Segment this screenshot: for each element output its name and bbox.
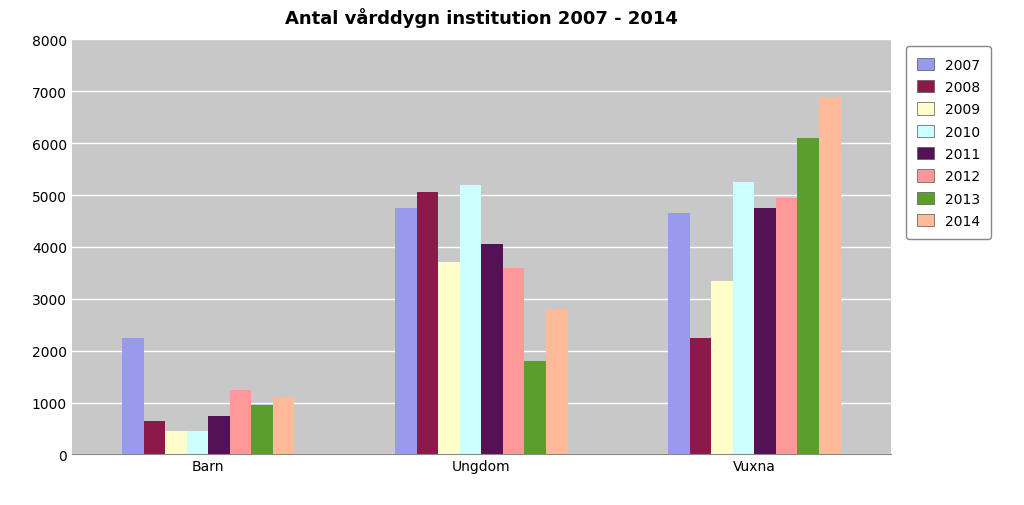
Bar (776, 198, 798, 454)
Bar (208, 416, 229, 454)
Title: Antal vårddygn institution 2007 - 2014: Antal vårddygn institution 2007 - 2014 (285, 8, 678, 28)
Bar (251, 406, 272, 454)
Bar (524, 362, 546, 454)
Bar (272, 397, 295, 454)
Bar (798, 139, 819, 454)
Bar (395, 209, 417, 454)
Bar (819, 97, 841, 454)
Bar (690, 338, 712, 454)
Bar (503, 268, 524, 454)
Bar (755, 209, 776, 454)
Bar (733, 183, 755, 454)
Bar (546, 310, 567, 454)
Bar (229, 390, 251, 454)
Bar (668, 214, 690, 454)
Bar (143, 421, 165, 454)
Bar (460, 185, 481, 454)
Bar (186, 431, 208, 454)
Bar (438, 263, 460, 454)
Bar (122, 338, 143, 454)
Bar (712, 281, 733, 454)
Bar (417, 193, 438, 454)
Bar (481, 245, 503, 454)
Legend: 2007, 2008, 2009, 2010, 2011, 2012, 2013, 2014: 2007, 2008, 2009, 2010, 2011, 2012, 2013… (906, 47, 991, 239)
Bar (165, 431, 186, 454)
